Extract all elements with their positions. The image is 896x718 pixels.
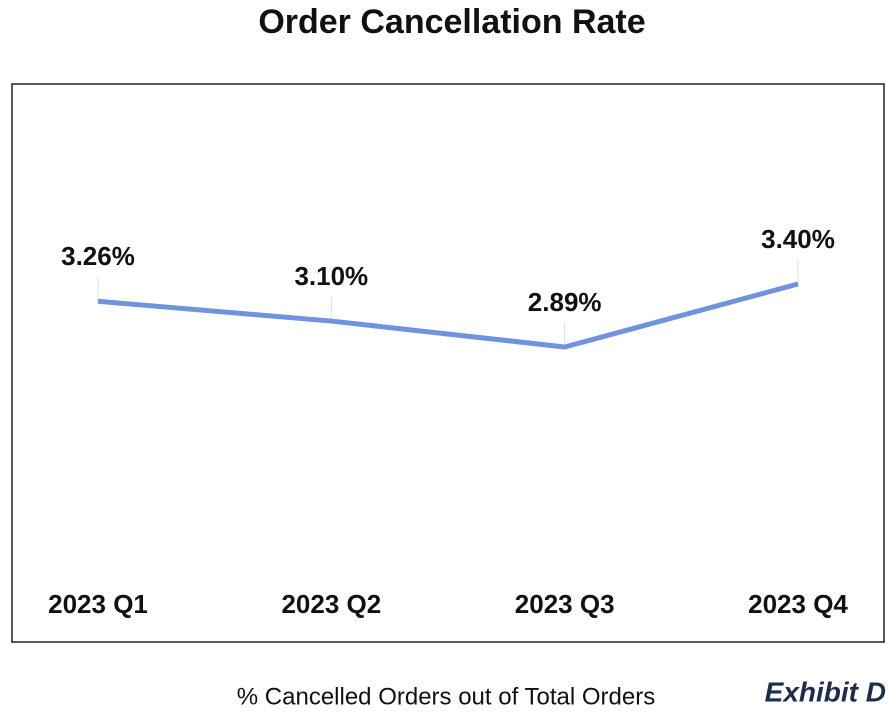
data-label: 2.89% bbox=[528, 287, 602, 317]
x-axis-label: % Cancelled Orders out of Total Orders bbox=[237, 683, 655, 710]
chart-title: Order Cancellation Rate bbox=[258, 3, 645, 41]
x-tick-label: 2023 Q4 bbox=[748, 589, 848, 619]
data-label: 3.26% bbox=[61, 241, 135, 271]
plot-frame bbox=[11, 83, 885, 643]
data-label: 3.40% bbox=[761, 224, 835, 254]
data-label: 3.10% bbox=[294, 261, 368, 291]
x-tick-label: 2023 Q3 bbox=[515, 589, 615, 619]
x-tick-label: 2023 Q1 bbox=[48, 589, 148, 619]
annotation: Exhibit D bbox=[765, 676, 886, 707]
x-tick-label: 2023 Q2 bbox=[281, 589, 381, 619]
line-series bbox=[97, 281, 799, 350]
